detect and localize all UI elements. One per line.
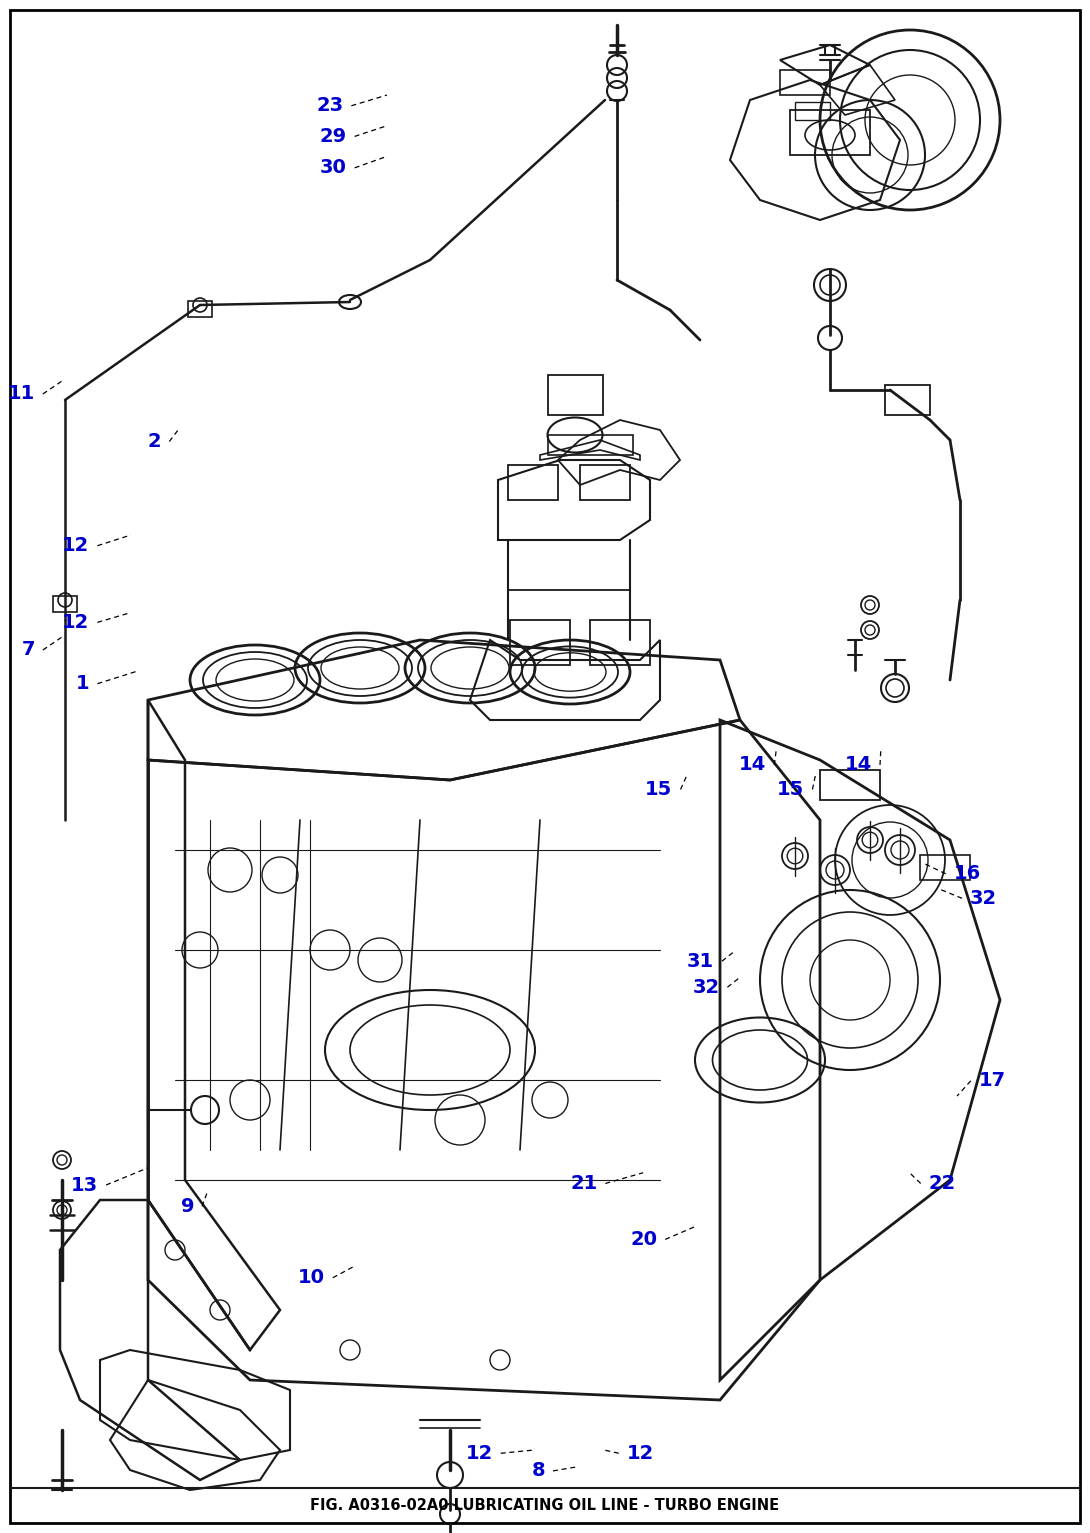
Text: FIG. A0316-02A0 LUBRICATING OIL LINE - TURBO ENGINE: FIG. A0316-02A0 LUBRICATING OIL LINE - T… [311,1498,779,1513]
Bar [590,619,650,665]
Text: 15: 15 [777,780,804,799]
Text: 22: 22 [929,1174,956,1193]
Text: 29: 29 [319,127,347,146]
Bar [780,71,829,95]
Bar [885,385,930,415]
Text: 31: 31 [687,952,714,970]
Text: 15: 15 [645,780,673,799]
Text: 10: 10 [298,1268,325,1288]
Text: 21: 21 [570,1174,597,1193]
Text: 13: 13 [71,1176,98,1194]
Bar [53,596,77,612]
Text: 7: 7 [22,641,35,659]
Bar [187,300,211,317]
Text: 12: 12 [627,1444,654,1462]
Text: 12: 12 [62,613,89,632]
Text: 23: 23 [316,97,343,115]
Bar [580,464,630,500]
Text: 17: 17 [979,1072,1006,1090]
Text: 9: 9 [181,1197,194,1216]
Bar [508,464,558,500]
Text: 12: 12 [465,1444,493,1462]
Bar [790,110,870,155]
Text: 1: 1 [76,675,89,693]
Text: 32: 32 [692,978,719,996]
Text: 14: 14 [845,756,872,774]
Bar [548,376,603,415]
Text: 8: 8 [532,1461,545,1481]
Text: 14: 14 [739,756,766,774]
Text: 30: 30 [319,158,347,178]
Bar [795,103,829,120]
Text: 20: 20 [630,1229,657,1249]
Text: 11: 11 [8,385,35,403]
Text: 12: 12 [62,537,89,555]
Text: 2: 2 [148,432,161,451]
Bar [548,435,633,455]
Text: 16: 16 [954,865,981,883]
Text: 32: 32 [970,889,997,908]
Bar [920,855,970,880]
Bar [510,619,570,665]
Bar [820,770,880,800]
